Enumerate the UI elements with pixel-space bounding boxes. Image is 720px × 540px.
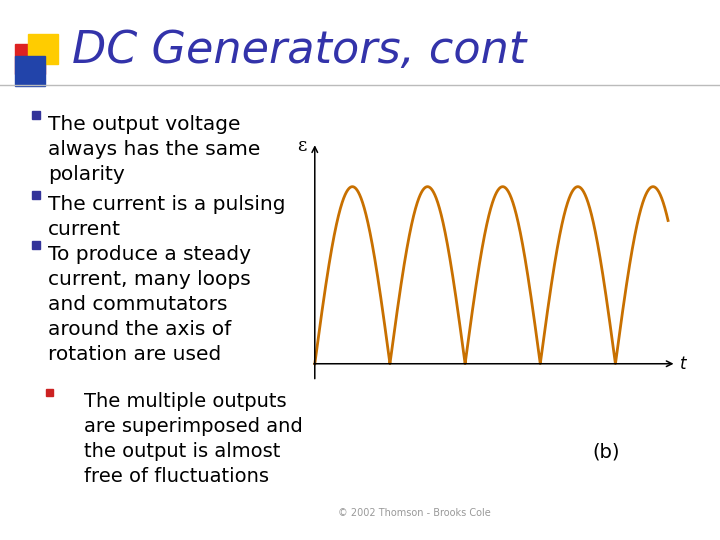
Text: ε: ε	[297, 137, 307, 155]
Text: DC Generators, cont: DC Generators, cont	[72, 29, 526, 71]
Bar	[15, 56, 45, 86]
Text: The current is a pulsing
current: The current is a pulsing current	[48, 195, 286, 239]
Text: t: t	[680, 355, 686, 373]
Bar	[28, 34, 58, 64]
Bar	[32, 241, 40, 249]
Bar	[15, 44, 45, 74]
Bar	[32, 111, 40, 119]
Text: (b): (b)	[592, 443, 619, 462]
Text: © 2002 Thomson - Brooks Cole: © 2002 Thomson - Brooks Cole	[338, 508, 491, 518]
Bar	[32, 191, 40, 199]
Text: To produce a steady
current, many loops
and commutators
around the axis of
rotat: To produce a steady current, many loops …	[48, 245, 251, 364]
Text: The output voltage
always has the same
polarity: The output voltage always has the same p…	[48, 115, 261, 184]
Bar	[46, 389, 53, 396]
Text: The multiple outputs
are superimposed and
the output is almost
free of fluctuati: The multiple outputs are superimposed an…	[84, 392, 302, 486]
